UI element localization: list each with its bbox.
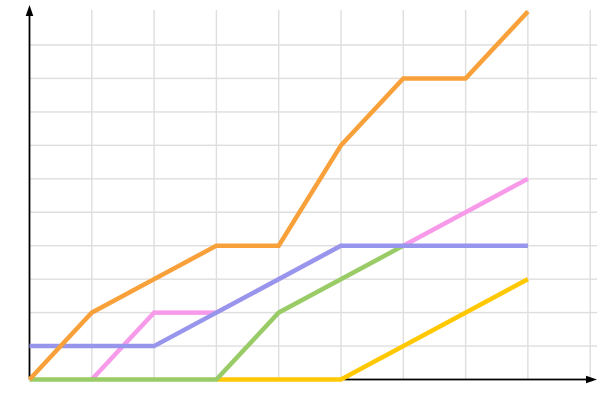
purple-line	[29, 243, 528, 349]
yellow-line	[216, 277, 529, 382]
x-axis-arrowhead	[586, 375, 597, 384]
orange-line	[27, 10, 530, 382]
y-axis-arrowhead	[25, 5, 34, 16]
